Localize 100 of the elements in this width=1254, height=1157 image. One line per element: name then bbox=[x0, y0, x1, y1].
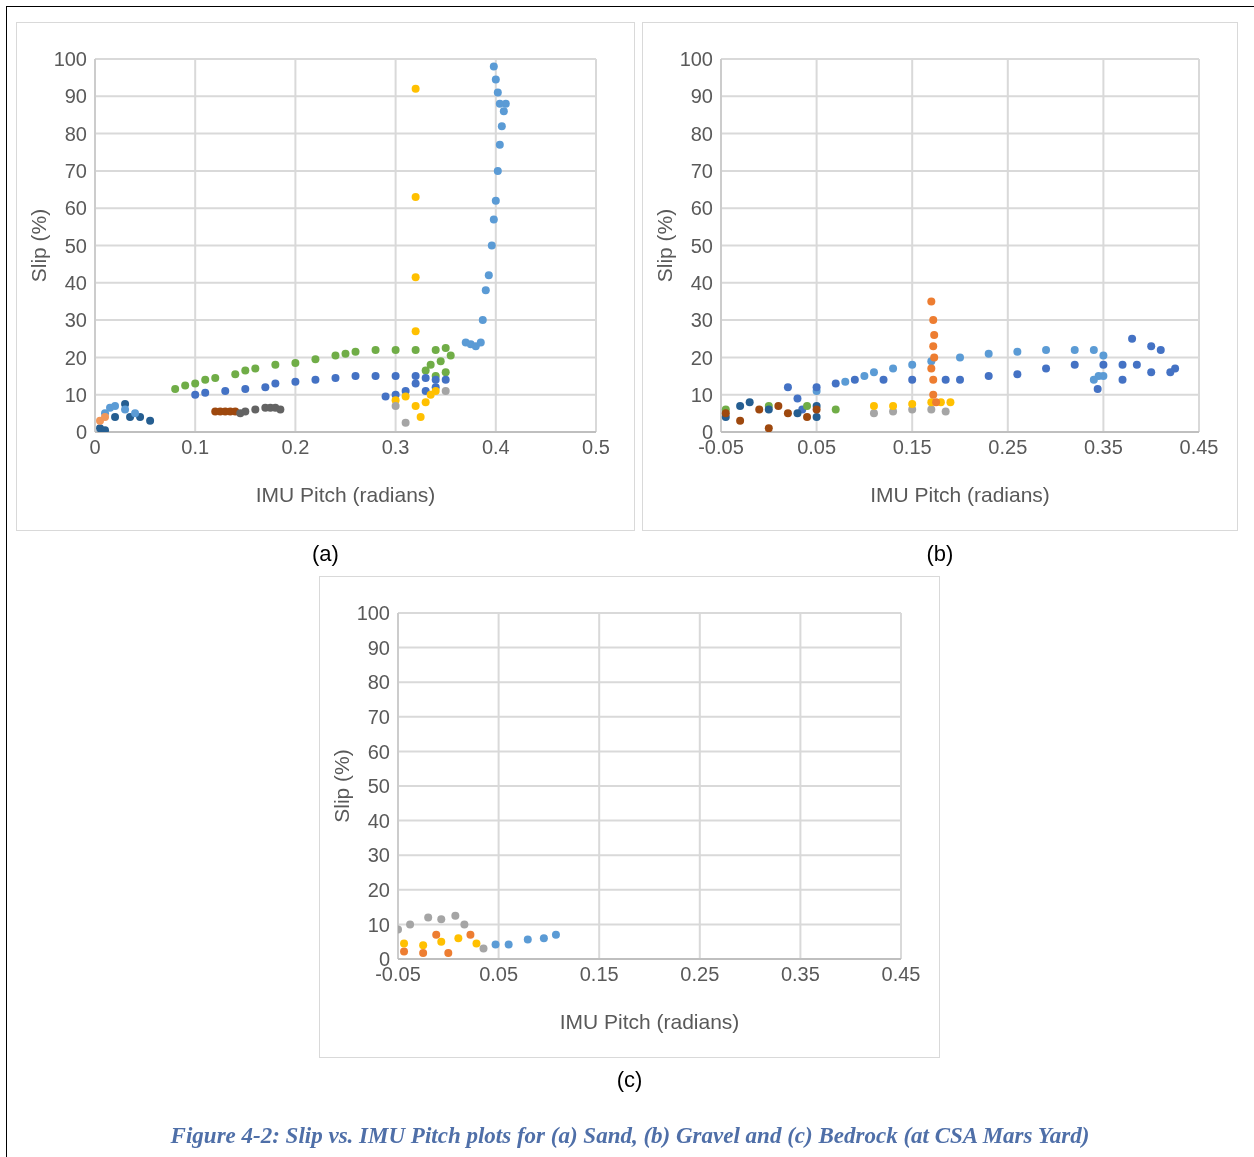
point bbox=[291, 359, 300, 367]
point bbox=[391, 372, 400, 381]
y-tick-label: 90 bbox=[690, 85, 713, 108]
point bbox=[889, 364, 898, 373]
point bbox=[391, 401, 400, 410]
point bbox=[419, 941, 428, 950]
point bbox=[411, 327, 420, 336]
y-tick-label: 100 bbox=[679, 48, 713, 71]
point bbox=[221, 386, 230, 395]
point bbox=[241, 385, 250, 394]
point bbox=[499, 107, 508, 116]
point bbox=[451, 911, 460, 920]
x-tick-label: 0.45 bbox=[881, 963, 921, 986]
point bbox=[493, 88, 502, 97]
point bbox=[484, 271, 493, 280]
x-axis-title: IMU Pitch (radians) bbox=[559, 1010, 740, 1033]
point bbox=[111, 401, 120, 410]
point bbox=[437, 937, 446, 946]
point bbox=[400, 947, 409, 956]
point bbox=[1070, 360, 1079, 369]
point bbox=[421, 398, 430, 407]
point bbox=[812, 405, 821, 414]
point bbox=[1099, 360, 1108, 369]
point bbox=[1099, 351, 1108, 360]
point bbox=[479, 944, 488, 953]
y-tick-label: 30 bbox=[64, 309, 87, 332]
y-tick-label: 10 bbox=[690, 383, 713, 406]
caption: Figure 4-2: Slip vs. IMU Pitch plots for (a) Sand, (b) Gravel and (c) Bedrock (at CSA Mars Yard) bbox=[169, 1123, 1091, 1149]
point bbox=[351, 347, 360, 356]
point bbox=[793, 394, 802, 403]
point bbox=[351, 372, 360, 381]
point bbox=[1147, 342, 1156, 351]
y-tick-label: 100 bbox=[53, 48, 87, 71]
y-tick-label: 40 bbox=[367, 809, 390, 832]
point bbox=[493, 166, 502, 175]
point bbox=[927, 297, 936, 306]
point bbox=[460, 920, 469, 929]
y-tick-label: 50 bbox=[690, 234, 713, 257]
point bbox=[331, 373, 340, 382]
point bbox=[745, 398, 754, 407]
point bbox=[419, 949, 428, 958]
point bbox=[908, 400, 917, 409]
point bbox=[930, 353, 939, 362]
point bbox=[251, 405, 260, 414]
point bbox=[381, 392, 390, 401]
point bbox=[476, 338, 485, 347]
point bbox=[436, 357, 445, 366]
point bbox=[411, 401, 420, 410]
point bbox=[421, 373, 430, 382]
point bbox=[803, 401, 812, 410]
point bbox=[416, 413, 425, 422]
point bbox=[504, 940, 513, 949]
point bbox=[869, 401, 878, 410]
point bbox=[406, 920, 415, 929]
point bbox=[371, 345, 380, 354]
point bbox=[466, 930, 475, 939]
y-tick-label: 80 bbox=[64, 122, 87, 145]
point bbox=[181, 381, 190, 390]
x-tick-label: 0.05 bbox=[797, 436, 837, 459]
point bbox=[251, 364, 260, 373]
x-tick-label: 0.25 bbox=[988, 436, 1028, 459]
point bbox=[941, 375, 950, 384]
point bbox=[411, 193, 420, 202]
point bbox=[441, 375, 450, 384]
point bbox=[491, 940, 500, 949]
point bbox=[411, 273, 420, 282]
point bbox=[1042, 345, 1051, 354]
y-tick-label: 30 bbox=[690, 309, 713, 332]
point bbox=[441, 368, 450, 377]
point bbox=[1118, 360, 1127, 369]
point bbox=[927, 364, 936, 373]
point bbox=[426, 360, 435, 369]
point bbox=[261, 383, 270, 392]
point bbox=[1118, 375, 1127, 384]
point bbox=[495, 140, 504, 149]
point bbox=[478, 316, 487, 325]
point bbox=[793, 409, 802, 418]
point bbox=[551, 930, 560, 939]
point bbox=[1089, 345, 1098, 354]
y-axis-title: Slip (%) bbox=[653, 208, 677, 283]
point bbox=[946, 398, 955, 407]
point bbox=[984, 372, 993, 381]
point bbox=[401, 418, 410, 427]
point bbox=[481, 286, 490, 295]
point bbox=[391, 345, 400, 354]
point bbox=[231, 370, 240, 379]
point bbox=[956, 353, 964, 362]
x-axis-title: IMU Pitch (radians) bbox=[870, 483, 1050, 506]
point bbox=[1013, 347, 1022, 356]
point bbox=[497, 122, 506, 131]
point bbox=[201, 388, 210, 397]
point bbox=[929, 375, 938, 384]
point bbox=[411, 379, 420, 388]
point bbox=[411, 84, 420, 93]
x-tick-label: 0.2 bbox=[281, 436, 310, 459]
point bbox=[424, 913, 433, 922]
point bbox=[889, 401, 898, 410]
point bbox=[860, 372, 869, 381]
x-tick-label: 0.05 bbox=[479, 963, 519, 986]
point bbox=[401, 392, 410, 401]
